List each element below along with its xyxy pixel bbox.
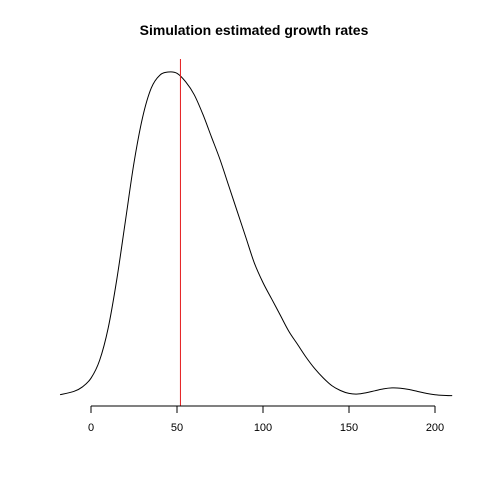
x-tick-label-100: 100 [254, 422, 272, 434]
plot-area [59, 59, 453, 406]
x-axis: 0 50 100 150 200 [88, 405, 444, 434]
x-tick-label-200: 200 [426, 422, 444, 434]
x-tick-label-50: 50 [171, 422, 183, 434]
chart-title: Simulation estimated growth rates [140, 22, 369, 38]
density-curve-0 [59, 71, 453, 397]
x-tick-label-150: 150 [340, 422, 358, 434]
x-tick-label-0: 0 [88, 422, 94, 434]
